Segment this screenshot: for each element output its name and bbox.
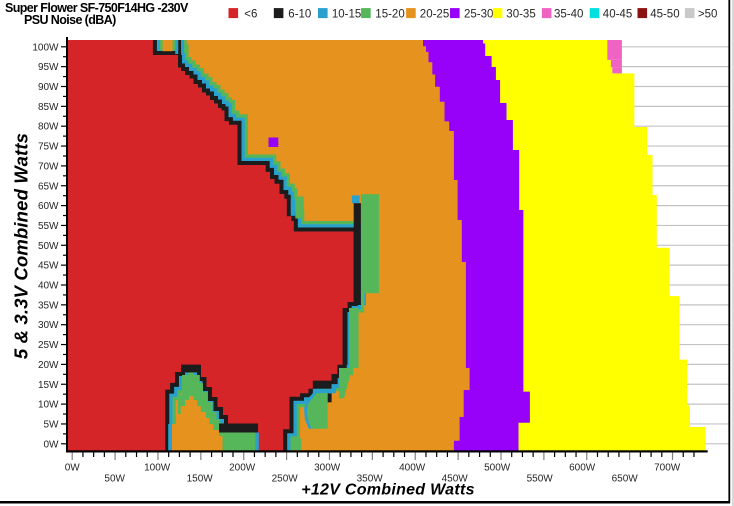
svg-text:250W: 250W <box>272 474 299 485</box>
svg-text:85W: 85W <box>38 102 59 113</box>
svg-text:95W: 95W <box>38 62 59 73</box>
svg-text:0W: 0W <box>44 439 60 450</box>
svg-text:50W: 50W <box>104 474 125 485</box>
svg-text:0W: 0W <box>65 463 81 474</box>
svg-text:40-45: 40-45 <box>603 8 632 20</box>
svg-text:40W: 40W <box>38 281 59 292</box>
svg-text:20W: 20W <box>38 360 59 371</box>
svg-text:15W: 15W <box>38 380 59 391</box>
svg-text:20-25: 20-25 <box>420 8 449 20</box>
svg-text:100W: 100W <box>32 42 59 53</box>
svg-text:6-10: 6-10 <box>288 8 311 20</box>
svg-text:10-15: 10-15 <box>332 8 361 20</box>
svg-text:100W: 100W <box>144 463 171 474</box>
svg-text:>50: >50 <box>698 8 718 20</box>
svg-text:Super Flower SF-750F14HG -230V: Super Flower SF-750F14HG -230V <box>5 1 189 15</box>
svg-text:PSU Noise (dBA): PSU Noise (dBA) <box>24 13 116 27</box>
svg-text:45-50: 45-50 <box>650 8 679 20</box>
svg-text:15-20: 15-20 <box>375 8 404 20</box>
svg-text:80W: 80W <box>38 122 59 133</box>
svg-text:400W: 400W <box>399 463 426 474</box>
svg-text:35-40: 35-40 <box>554 8 583 20</box>
svg-text:35W: 35W <box>38 300 59 311</box>
svg-text:450W: 450W <box>442 474 469 485</box>
svg-text:60W: 60W <box>38 201 59 212</box>
svg-text:70W: 70W <box>38 161 59 172</box>
svg-text:65W: 65W <box>38 181 59 192</box>
svg-text:500W: 500W <box>484 463 511 474</box>
svg-text:700W: 700W <box>654 463 681 474</box>
svg-text:300W: 300W <box>314 463 341 474</box>
svg-text:30W: 30W <box>38 320 59 331</box>
svg-text:30-35: 30-35 <box>506 8 535 20</box>
svg-text:55W: 55W <box>38 221 59 232</box>
svg-text:350W: 350W <box>357 474 384 485</box>
svg-text:25W: 25W <box>38 340 59 351</box>
svg-text:+12V Combined Watts: +12V Combined Watts <box>301 482 475 499</box>
svg-text:5W: 5W <box>44 419 60 430</box>
svg-text:200W: 200W <box>229 463 256 474</box>
svg-text:550W: 550W <box>527 474 554 485</box>
svg-text:5 & 3.3V Combined Watts: 5 & 3.3V Combined Watts <box>11 133 32 359</box>
svg-text:650W: 650W <box>612 474 639 485</box>
svg-text:45W: 45W <box>38 261 59 272</box>
svg-text:90W: 90W <box>38 82 59 93</box>
svg-text:10W: 10W <box>38 400 59 411</box>
svg-text:150W: 150W <box>187 474 214 485</box>
svg-text:<6: <6 <box>244 8 257 20</box>
svg-text:50W: 50W <box>38 241 59 252</box>
svg-text:75W: 75W <box>38 142 59 153</box>
svg-text:25-30: 25-30 <box>464 8 493 20</box>
svg-text:600W: 600W <box>569 463 596 474</box>
